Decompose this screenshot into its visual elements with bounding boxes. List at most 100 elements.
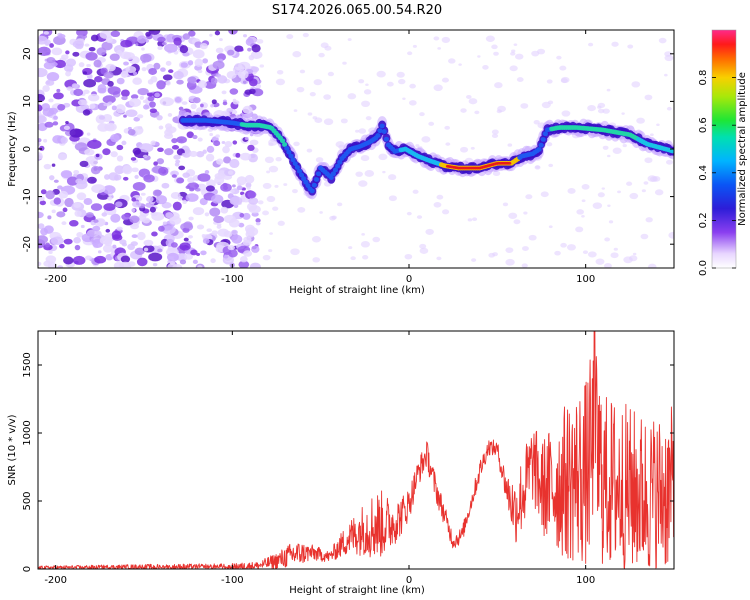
spectrogram-noise-blob — [120, 70, 129, 78]
spectrogram-noise-blob — [132, 77, 143, 85]
spectrogram-noise-blob — [206, 228, 213, 233]
spectrogram-noise-blob — [255, 83, 262, 89]
spectrogram-noise-blob — [156, 114, 163, 121]
snr-y-tick-label: 500 — [22, 491, 33, 510]
spectrogram-noise-blob — [355, 171, 363, 177]
spectrogram-noise-blob — [122, 165, 133, 175]
spectrogram-noise-blob — [441, 77, 449, 83]
spectrogram-noise-blob — [582, 250, 589, 255]
spectrogram-noise-blob — [237, 69, 249, 79]
spectrogram-noise-blob — [73, 202, 82, 208]
spectrogram-ridge-core — [536, 147, 542, 152]
spectrogram-noise-blob — [164, 148, 174, 156]
spectrogram-noise-blob — [244, 136, 249, 140]
spectrogram-noise-blob — [182, 33, 191, 40]
spectrogram-noise-blob — [272, 206, 279, 211]
spectrogram-noise-blob — [66, 86, 74, 91]
spectrogram-noise-blob — [188, 30, 196, 37]
spectrogram-noise-blob — [93, 219, 99, 223]
spectrogram-noise-blob — [192, 134, 198, 140]
snr-frame — [37, 330, 675, 570]
spectrogram-noise-blob — [199, 197, 208, 206]
spectrogram-noise-blob — [222, 145, 230, 154]
spectrogram-noise-blob — [554, 250, 561, 256]
spectrogram-x-tick-label: 0 — [406, 274, 412, 285]
spectrogram-noise-blob — [460, 146, 469, 153]
spectrogram-noise-blob — [587, 104, 596, 112]
spectrogram-noise-blob — [220, 183, 232, 192]
spectrogram-noise-blob — [62, 207, 68, 213]
spectrogram-noise-blob — [44, 121, 54, 128]
spectrogram-noise-blob — [186, 131, 194, 139]
spectrogram-ridge-core — [292, 161, 298, 166]
spectrogram-noise-blob — [247, 191, 257, 199]
spectrogram-x-axis: -200 -100 0 100 — [44, 30, 595, 285]
spectrogram-noise-blob — [57, 185, 63, 190]
spectrogram-noise-blob — [412, 189, 419, 194]
spectrogram-noise-blob — [153, 62, 161, 70]
spectrogram-noise-blob — [157, 40, 165, 47]
spectrogram-noise-blob — [631, 81, 641, 88]
spectrogram-noise-blob — [275, 78, 286, 86]
spectrogram-noise-blob — [205, 153, 215, 162]
spectrogram-noise-blob — [142, 99, 148, 104]
spectrogram-noise-blob — [419, 247, 429, 254]
spectrogram-noise-blob — [592, 202, 603, 210]
spectrogram-noise-blob — [197, 80, 207, 89]
spectrogram-noise-blob — [227, 49, 235, 56]
spectrogram-noise-blob — [139, 95, 145, 100]
spectrogram-noise-blob — [197, 265, 203, 268]
spectrogram-noise-blob — [307, 112, 313, 116]
spectrogram-noise-blob — [97, 84, 107, 93]
spectrogram-noise-blob — [192, 207, 205, 216]
spectrogram-noise-blob — [162, 221, 168, 225]
spectrogram-noise-blob — [210, 104, 215, 108]
spectrogram-y-tick-label: 20 — [22, 47, 33, 60]
spectrogram-ridge-core — [279, 138, 286, 144]
spectrogram-noise-blob — [102, 148, 111, 156]
spectrogram-noise-blob — [158, 125, 164, 130]
spectrogram-noise-blob — [147, 96, 155, 102]
spectrogram-noise-blob — [402, 97, 406, 100]
spectrogram-noise-blob — [121, 140, 127, 146]
spectrogram-noise-blob — [297, 206, 306, 213]
spectrogram-noise-blob — [232, 184, 236, 188]
spectrogram-noise-blob — [210, 258, 216, 264]
spectrogram-noise-blob — [358, 79, 365, 84]
spectrogram-noise-blob — [92, 225, 101, 232]
spectrogram-noise-blob — [601, 187, 605, 190]
spectrogram-noise-blob — [244, 174, 255, 184]
spectrogram-noise-blob — [119, 51, 132, 60]
spectrogram-noise-blob — [125, 109, 138, 118]
spectrogram-noise-blob — [485, 35, 495, 42]
spectrogram-noise-blob — [361, 233, 365, 236]
spectrogram-noise-blob — [396, 71, 405, 78]
spectrogram-noise-blob — [107, 80, 114, 87]
spectrogram-noise-blob — [148, 68, 158, 75]
spectrogram-noise-blob — [179, 259, 187, 265]
spectrogram-noise-blob — [566, 244, 576, 251]
spectrogram-noise-blob — [57, 265, 63, 268]
spectrogram-noise-blob — [409, 83, 416, 89]
spectrogram-noise-blob — [110, 213, 121, 223]
spectrogram-noise-blob — [360, 155, 370, 162]
spectrogram-noise-blob — [365, 83, 369, 87]
spectrogram-noise-blob — [444, 125, 450, 130]
spectrogram-noise-blob — [587, 251, 597, 258]
spectrogram-noise-blob — [138, 143, 154, 153]
spectrogram-noise-blob — [505, 247, 514, 254]
spectrogram-noise-blob — [607, 154, 611, 158]
spectrogram-noise-blob — [74, 210, 82, 217]
spectrogram-noise-blob — [121, 95, 128, 101]
spectrogram-noise-blob — [215, 244, 224, 253]
spectrogram-noise-blob — [128, 98, 142, 107]
spectrogram-noise-blob — [130, 157, 137, 161]
spectrogram-noise-blob — [312, 116, 318, 120]
spectrogram-noise-blob — [458, 63, 462, 66]
spectrogram-ridge-core — [542, 131, 548, 137]
spectrogram-noise-blob — [200, 103, 204, 108]
spectrogram-noise-blob — [494, 82, 503, 89]
spectrogram-x-tick-label: -100 — [221, 274, 244, 285]
snr-x-label: Height of straight line (km) — [289, 585, 425, 596]
